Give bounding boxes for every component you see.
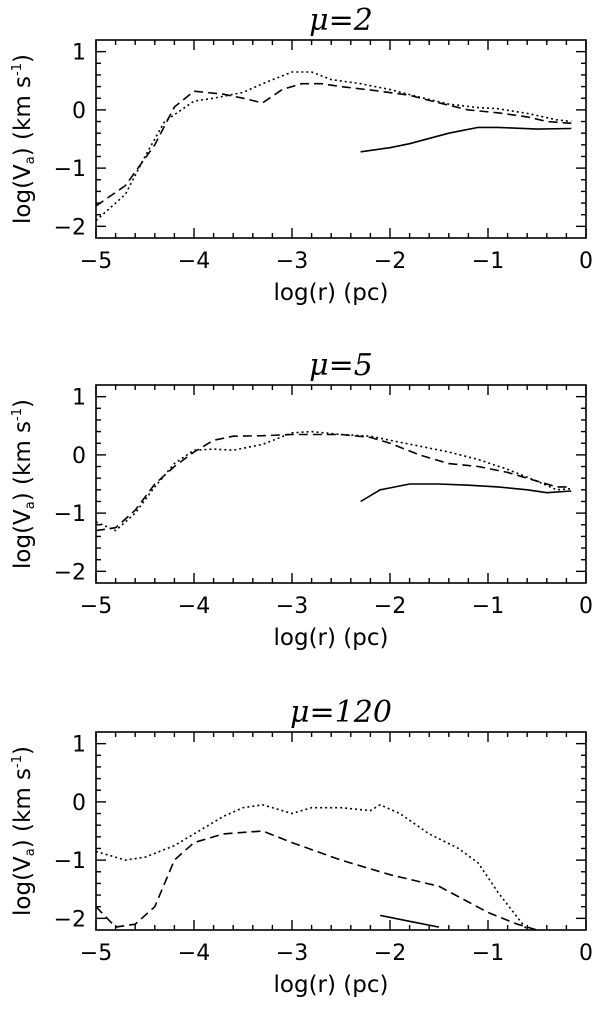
y-axis-label: log(Va) (km s-1) xyxy=(10,746,38,916)
series-line-dotted xyxy=(96,430,572,532)
y-axis-label-part: ) (km s xyxy=(10,421,36,501)
y-tick-label: 1 xyxy=(72,386,86,411)
y-tick-label: −2 xyxy=(54,907,86,932)
x-tick-label: −4 xyxy=(178,594,210,619)
y-axis-label-part: ) (km s xyxy=(10,768,36,848)
x-tick-label: −1 xyxy=(472,941,504,966)
y-axis-label-part: -1 xyxy=(10,63,25,76)
y-tick-label: 1 xyxy=(72,41,86,66)
x-tick-label: −5 xyxy=(80,594,112,619)
x-axis-label: log(r) (pc) xyxy=(274,625,389,651)
y-axis-label-part: ) xyxy=(10,399,36,408)
x-tick-label: 0 xyxy=(579,941,593,966)
chart-title: μ=2 xyxy=(309,3,373,38)
y-axis-label-part: log(V xyxy=(10,856,36,916)
chart-panel-2: μ=5 −5 −4 −3 −2 −1 0 −2 −1 0 1 log(r) (pc) log(Va) (… xyxy=(10,348,593,651)
y-axis-label-part: ) (km s xyxy=(10,76,36,156)
x-tick-label: −3 xyxy=(276,594,308,619)
x-tick-label: −3 xyxy=(276,941,308,966)
y-axis-label-part: -1 xyxy=(10,755,25,768)
x-tick-label: 0 xyxy=(579,249,593,274)
y-axis-label-part: ) xyxy=(10,54,36,63)
y-tick-label: 0 xyxy=(72,99,86,124)
y-tick-label: 1 xyxy=(72,733,86,758)
y-axis-label: log(Va) (km s-1) xyxy=(10,399,38,569)
plot-frame xyxy=(95,39,587,239)
series-line-dotted xyxy=(96,803,528,930)
series-line-solid xyxy=(380,914,440,928)
y-axis-label-part: a xyxy=(23,156,38,164)
x-tick-label: −1 xyxy=(472,249,504,274)
series-group xyxy=(96,803,538,930)
x-tick-label: −2 xyxy=(374,941,406,966)
x-tick-label: −1 xyxy=(472,594,504,619)
series-group xyxy=(96,430,572,532)
y-tick-label: −1 xyxy=(54,849,86,874)
series-line-dashed xyxy=(96,433,572,532)
chart-title: μ=5 xyxy=(309,348,373,383)
series-line-dashed xyxy=(96,82,572,207)
chart-panel-3: μ=120 −5 −4 −3 −2 −1 0 −2 −1 0 1 log(r) (pc) log(Va)… xyxy=(10,695,593,998)
y-axis-label-part: -1 xyxy=(10,408,25,421)
series-line-dotted xyxy=(96,71,572,222)
y-axis-label-part: a xyxy=(23,501,38,509)
x-axis-label: log(r) (pc) xyxy=(274,972,389,998)
y-axis-label-part: log(V xyxy=(10,509,36,569)
x-tick-label: −4 xyxy=(178,941,210,966)
x-tick-label: −5 xyxy=(80,249,112,274)
x-tick-label: −2 xyxy=(374,594,406,619)
y-axis-label-part: log(V xyxy=(10,164,36,224)
x-tick-label: −5 xyxy=(80,941,112,966)
y-axis-label-part: ) xyxy=(10,746,36,755)
plot-frame xyxy=(95,384,587,584)
y-tick-label: −2 xyxy=(54,215,86,240)
x-tick-label: 0 xyxy=(579,594,593,619)
x-tick-label: −2 xyxy=(374,249,406,274)
x-tick-label: −3 xyxy=(276,249,308,274)
series-line-solid xyxy=(360,483,572,503)
series-group xyxy=(96,71,572,222)
plot-frame xyxy=(95,731,587,931)
x-axis-label: log(r) (pc) xyxy=(274,280,389,306)
y-axis-label-part: a xyxy=(23,848,38,856)
y-tick-label: 0 xyxy=(72,791,86,816)
x-tick-label: −4 xyxy=(178,249,210,274)
y-tick-label: −2 xyxy=(54,560,86,585)
y-axis-label: log(Va) (km s-1) xyxy=(10,54,38,224)
y-tick-label: 0 xyxy=(72,444,86,469)
chart-panel-1: μ=2 −5 −4 −3 −2 −1 0 −2 −1 0 1 log(r) (pc) log(Va) (… xyxy=(10,3,593,306)
y-tick-label: −1 xyxy=(54,157,86,182)
series-line-solid xyxy=(360,126,572,153)
y-tick-label: −1 xyxy=(54,502,86,527)
series-line-dashed xyxy=(96,830,538,930)
chart-title: μ=120 xyxy=(290,695,392,730)
